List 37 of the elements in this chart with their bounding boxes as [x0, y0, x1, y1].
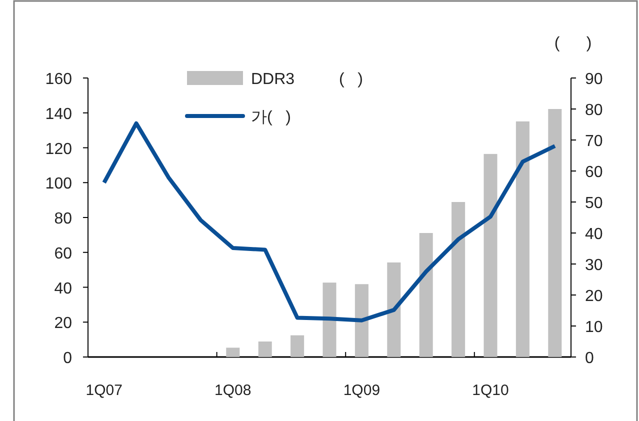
y2-tick-label: 70	[585, 133, 603, 150]
y-tick-label: 140	[45, 106, 72, 123]
x-tick-label: 1Q07	[86, 382, 122, 399]
y-tick-label: 120	[45, 140, 72, 158]
bar	[354, 284, 368, 357]
y2-tick-label: 80	[585, 102, 603, 119]
y2-tick-label: 30	[585, 257, 603, 274]
bar	[452, 202, 466, 357]
bar	[548, 109, 562, 357]
y-tick-label: 160	[45, 71, 72, 88]
bar	[419, 233, 433, 357]
bar	[290, 335, 304, 357]
y-tick-label: 40	[54, 280, 72, 298]
bar	[484, 154, 498, 357]
y-tick-label: 100	[45, 176, 72, 193]
y2-axis-title: ( )	[554, 35, 592, 52]
bar	[516, 121, 530, 357]
y-tick-label: 80	[54, 210, 72, 228]
bar	[322, 282, 336, 357]
y2-tick-label: 40	[585, 226, 603, 243]
bar	[387, 262, 401, 357]
y2-tick-label: 50	[585, 195, 603, 212]
legend-label: 가( )	[251, 109, 291, 126]
y-tick-label: 20	[54, 315, 72, 332]
x-tick-label: 1Q09	[343, 382, 380, 399]
x-tick-label: 1Q10	[472, 382, 509, 399]
x-tick-label: 1Q08	[214, 382, 252, 399]
legend-label: DDR3 ( )	[251, 71, 364, 88]
y2-tick-label: 20	[585, 288, 603, 305]
y2-tick-label: 10	[585, 319, 603, 336]
y-tick-label: 0	[63, 350, 72, 367]
y2-tick-label: 0	[585, 350, 594, 367]
y-tick-label: 60	[54, 245, 72, 262]
bar	[258, 342, 272, 357]
bar	[226, 348, 240, 357]
y2-tick-label: 60	[585, 164, 603, 181]
y2-tick-label: 90	[585, 71, 603, 88]
